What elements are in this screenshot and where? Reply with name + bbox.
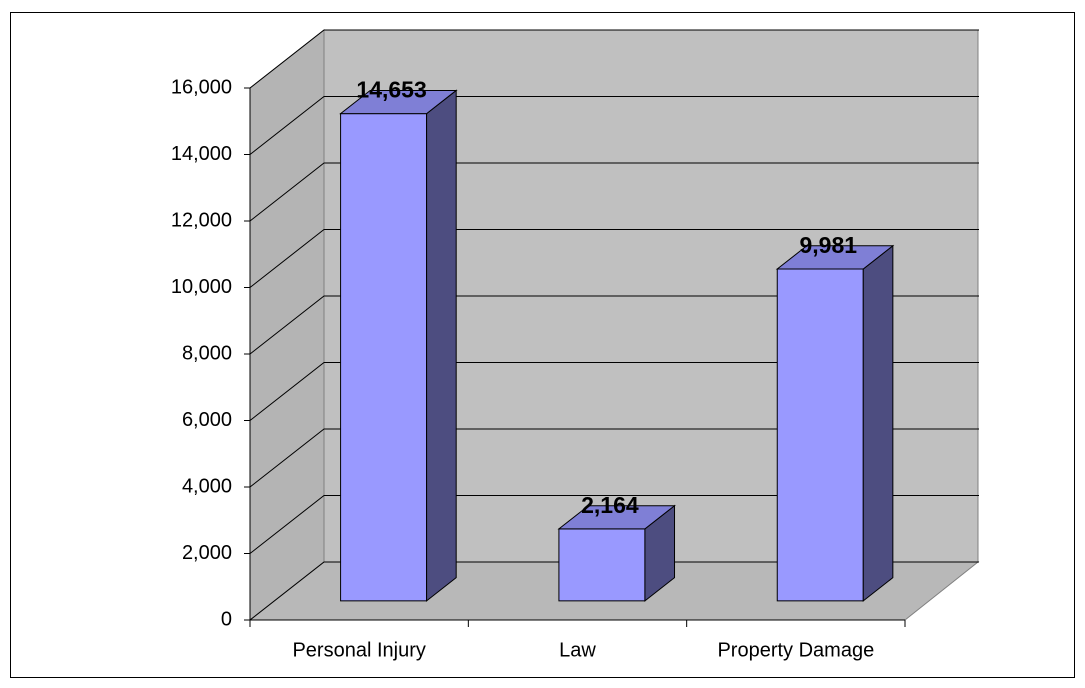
grid-line [249, 428, 979, 488]
y-tick-label: 16,000 [171, 76, 232, 98]
y-tick-label: 6,000 [182, 409, 232, 431]
x-tick-label: Property Damage [717, 639, 874, 661]
bar-front [558, 528, 646, 602]
grid-line [249, 29, 979, 89]
grid-line [249, 495, 979, 554]
grid-line [249, 229, 979, 288]
bar-front [776, 268, 864, 602]
bar-top [775, 245, 895, 270]
y-tick-label: 2,000 [182, 542, 232, 564]
x-tick-label: Law [559, 639, 596, 661]
bar-side [426, 89, 457, 602]
grid-line [249, 362, 979, 421]
y-tick-label: 0 [221, 608, 232, 630]
bar-front [340, 113, 428, 602]
y-tick-label: 14,000 [171, 143, 232, 165]
plot: 14,653 2,164 9,981 [339, 77, 895, 602]
bar-top [339, 89, 458, 115]
value-label: 14,653 [356, 77, 426, 103]
bar-side [862, 244, 894, 602]
y-tick-label: 10,000 [171, 276, 232, 298]
grid-line [249, 96, 979, 155]
y-tick-label: 12,000 [171, 209, 232, 231]
grid-line [249, 561, 979, 621]
y-tick-label: 8,000 [182, 342, 232, 364]
grid-line [249, 295, 979, 355]
value-label: 9,981 [799, 232, 857, 258]
bar-top [557, 505, 676, 530]
grid-line [249, 162, 979, 222]
y-tick-label: 4,000 [182, 475, 232, 497]
grid [249, 29, 979, 621]
x-tick-label: Personal Injury [292, 639, 425, 661]
value-label: 2,164 [581, 492, 639, 518]
